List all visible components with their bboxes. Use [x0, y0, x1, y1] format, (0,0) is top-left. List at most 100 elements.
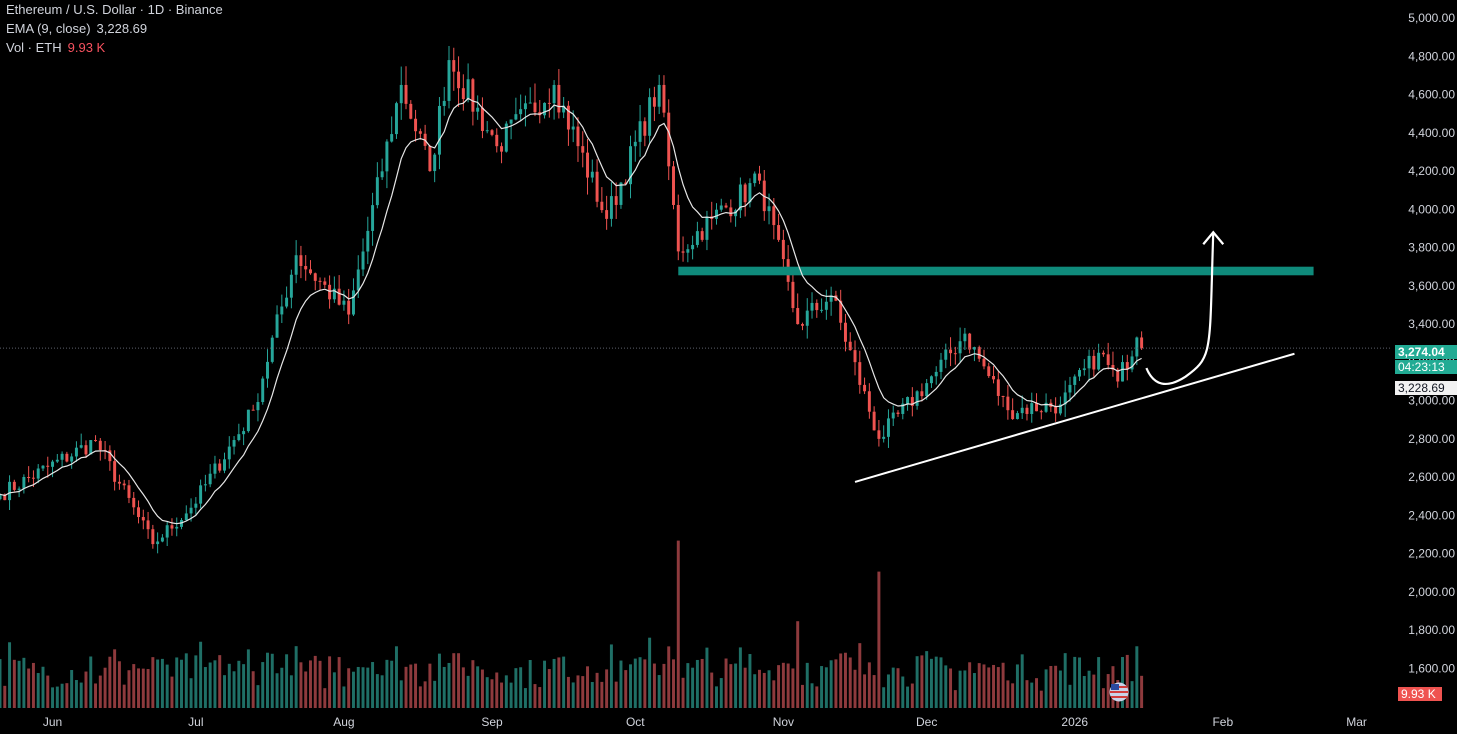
- candle-body: [170, 525, 174, 529]
- volume-bar: [433, 680, 437, 708]
- volume-bar: [12, 659, 16, 708]
- candle-body: [1039, 411, 1043, 413]
- volume-bar: [834, 659, 838, 708]
- volume-bar: [137, 668, 141, 708]
- volume-bar: [151, 657, 155, 708]
- symbol-title[interactable]: Ethereum / U.S. Dollar · 1D · Binance: [6, 0, 223, 19]
- candle-body: [987, 366, 991, 377]
- volume-bar: [103, 667, 107, 708]
- volume-bar: [70, 670, 74, 708]
- candle-body: [175, 526, 179, 529]
- candle-body: [1020, 407, 1024, 414]
- candle-body: [1011, 410, 1015, 420]
- candle-body: [872, 411, 876, 431]
- volume-bar: [17, 660, 21, 708]
- volume-bar: [987, 667, 991, 708]
- volume-bar: [953, 690, 957, 708]
- ema-legend[interactable]: EMA (9, close) 3,228.69: [6, 19, 223, 38]
- candle-body: [485, 130, 489, 132]
- volume-bar: [944, 665, 948, 708]
- volume-bar: [977, 663, 981, 708]
- candle-body: [566, 105, 570, 130]
- volume-legend[interactable]: Vol · ETH 9.93 K: [6, 38, 223, 57]
- volume-bar: [170, 676, 174, 708]
- candle-body: [1015, 413, 1019, 420]
- ema-price-tag: 3,228.69: [1395, 381, 1457, 395]
- ema-value: 3,228.69: [96, 21, 148, 36]
- candle-body: [141, 517, 145, 521]
- volume-bar: [447, 662, 451, 708]
- volume-bar: [51, 687, 55, 708]
- candle-body: [1001, 395, 1005, 397]
- candle-body: [848, 341, 852, 351]
- volume-bar: [1054, 665, 1058, 708]
- candle-body: [351, 290, 355, 315]
- volume-bar: [1101, 688, 1105, 708]
- candle-body: [94, 440, 98, 442]
- volume-bar: [882, 687, 886, 708]
- volume-bar: [289, 675, 293, 708]
- volume-bar: [3, 685, 7, 708]
- candle-body: [767, 206, 771, 212]
- candle-body: [203, 484, 207, 486]
- volume-bar: [127, 670, 131, 708]
- price-tick-label: 5,000.00: [1408, 11, 1455, 25]
- ema-label: EMA (9, close): [6, 21, 91, 36]
- candle-body: [1092, 355, 1096, 370]
- candle-body: [194, 503, 198, 508]
- candle-body: [246, 409, 250, 432]
- candle-body: [74, 447, 78, 457]
- candle-body: [657, 84, 661, 107]
- volume-bar: [566, 676, 570, 708]
- time-tick-label: Dec: [916, 715, 937, 729]
- volume-bar: [280, 667, 284, 708]
- candle-body: [992, 376, 996, 380]
- volume-bar: [394, 646, 398, 708]
- time-axis[interactable]: Jun Jul Aug Sep Oct Nov Dec 2026 Feb Mar: [43, 715, 1367, 729]
- candle-body: [117, 481, 121, 484]
- candle-body: [934, 371, 938, 377]
- volume-bar: [323, 688, 327, 708]
- candle-body: [1035, 403, 1039, 412]
- candle-body: [60, 453, 64, 460]
- candle-body: [1130, 356, 1134, 370]
- candle-body: [280, 306, 284, 315]
- candle-body: [590, 171, 594, 178]
- candle-body: [132, 497, 136, 508]
- volume-bar: [633, 658, 637, 708]
- volume-bar: [203, 667, 207, 708]
- volume-bar: [968, 662, 972, 708]
- candle-body: [1063, 392, 1067, 405]
- volume-bar: [22, 657, 26, 708]
- volume-bar: [815, 686, 819, 708]
- price-tick-label: 4,200.00: [1408, 164, 1455, 178]
- price-tick-label: 1,600.00: [1408, 661, 1455, 675]
- candle-body: [571, 126, 575, 130]
- candle-body: [380, 171, 384, 178]
- volume-bar: [89, 656, 93, 708]
- candle-body: [313, 273, 317, 281]
- candle-body: [886, 418, 890, 437]
- candle-body: [519, 109, 523, 115]
- us-flag-icon[interactable]: [1109, 682, 1129, 702]
- price-axis[interactable]: 5,000.00 4,800.00 4,600.00 4,400.00 4,200.00…: [1408, 11, 1455, 675]
- volume-bar: [915, 656, 919, 708]
- time-tick-label: Jul: [188, 715, 203, 729]
- volume-bar: [963, 670, 967, 708]
- volume-bar: [705, 647, 709, 708]
- volume-bar: [910, 683, 914, 708]
- candle-body: [8, 481, 12, 501]
- candle-body: [619, 182, 623, 205]
- price-tick-label: 3,000.00: [1408, 394, 1455, 408]
- ema-line: [0, 97, 1142, 525]
- volume-bar: [1058, 670, 1062, 708]
- volume-bar: [538, 687, 542, 708]
- volume-bar: [949, 668, 953, 708]
- candle-body: [270, 337, 274, 362]
- candle-body: [428, 145, 432, 172]
- candle-body: [882, 436, 886, 439]
- candle-body: [648, 97, 652, 136]
- volume-bar: [1073, 656, 1077, 708]
- candle-body: [523, 103, 527, 110]
